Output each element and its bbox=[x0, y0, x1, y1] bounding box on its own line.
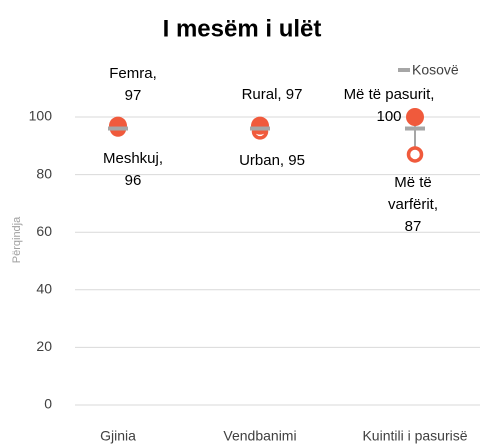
kosove-marker bbox=[250, 126, 270, 131]
data-label: Rural, 97 bbox=[241, 86, 303, 103]
y-tick-label: 20 bbox=[36, 338, 52, 354]
y-tick-label: 80 bbox=[36, 165, 52, 181]
legend-marker bbox=[398, 68, 410, 72]
kosove-marker bbox=[108, 126, 128, 131]
y-tick-label: 0 bbox=[44, 396, 52, 412]
dot-filled bbox=[251, 116, 269, 135]
data-label: Femra, 97 bbox=[109, 65, 157, 104]
x-tick-label: Gjinia bbox=[100, 428, 136, 444]
y-tick-label: 100 bbox=[29, 108, 53, 124]
y-axis-label: Përqindja bbox=[11, 216, 23, 263]
y-tick-label: 60 bbox=[36, 223, 52, 239]
data-label: Urban, 95 bbox=[239, 152, 305, 169]
dot-filled bbox=[109, 116, 127, 135]
kosove-marker bbox=[405, 126, 425, 131]
y-tick-label: 40 bbox=[36, 281, 52, 297]
data-label: Më të varfërit, 87 bbox=[387, 174, 438, 235]
x-tick-label: Kuintili i pasurisë bbox=[362, 428, 467, 444]
legend-label: Kosovë bbox=[412, 62, 459, 78]
x-tick-label: Vendbanimi bbox=[223, 428, 296, 444]
dot-open bbox=[406, 146, 424, 163]
dot-filled bbox=[406, 108, 424, 126]
data-label: Më të pasurit, 100 bbox=[343, 86, 435, 125]
data-label: Meshkuj, 96 bbox=[102, 150, 164, 189]
chart-title: I mesëm i ulët bbox=[163, 15, 322, 42]
